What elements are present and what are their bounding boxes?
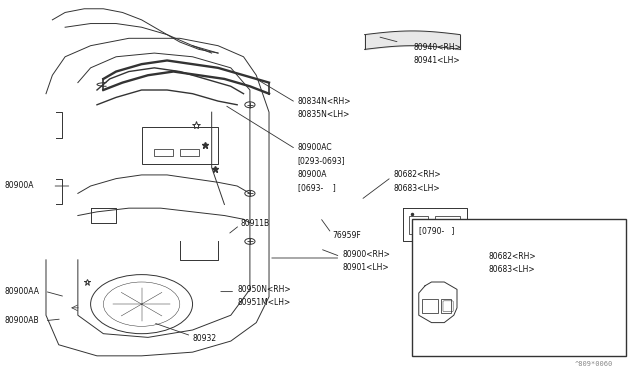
Text: 80940<RH>: 80940<RH> [413,43,461,52]
Text: [0293-0693]: [0293-0693] [298,156,346,166]
Text: 80900<RH>: 80900<RH> [342,250,390,259]
Text: [0693-    ]: [0693- ] [298,183,335,192]
Text: 80941<LH>: 80941<LH> [413,56,460,65]
Bar [409,215,428,234]
Circle shape [245,102,255,108]
Text: 80834N<RH>: 80834N<RH> [298,97,351,106]
Text: [0790-   ]: [0790- ] [419,226,454,235]
Circle shape [245,190,255,196]
Bar [180,149,199,157]
Text: 80900A: 80900A [4,182,34,190]
Text: 80683<LH>: 80683<LH> [489,264,536,273]
Bar [422,299,438,313]
Circle shape [245,238,255,244]
Bar [141,127,218,164]
Text: 80900AB: 80900AB [4,316,39,325]
Text: 80901<LH>: 80901<LH> [342,263,389,272]
Bar [412,219,626,356]
Bar [441,299,451,313]
Text: 80951M<LH>: 80951M<LH> [237,298,291,307]
Text: 80683<LH>: 80683<LH> [394,184,440,193]
Bar [435,215,460,234]
Text: 80835N<LH>: 80835N<LH> [298,110,350,119]
Text: 80900A: 80900A [298,170,327,179]
Bar [154,149,173,157]
Text: 80900AC: 80900AC [298,143,332,152]
Text: 80682<RH>: 80682<RH> [489,251,536,261]
Text: 80950N<RH>: 80950N<RH> [237,285,291,294]
Text: 80900AA: 80900AA [4,287,40,296]
Text: 80682<RH>: 80682<RH> [394,170,441,179]
Text: 80932: 80932 [193,334,217,343]
Text: 76959F: 76959F [333,231,362,240]
Text: ^809*0060: ^809*0060 [575,361,613,367]
Text: 80911B: 80911B [241,219,270,228]
